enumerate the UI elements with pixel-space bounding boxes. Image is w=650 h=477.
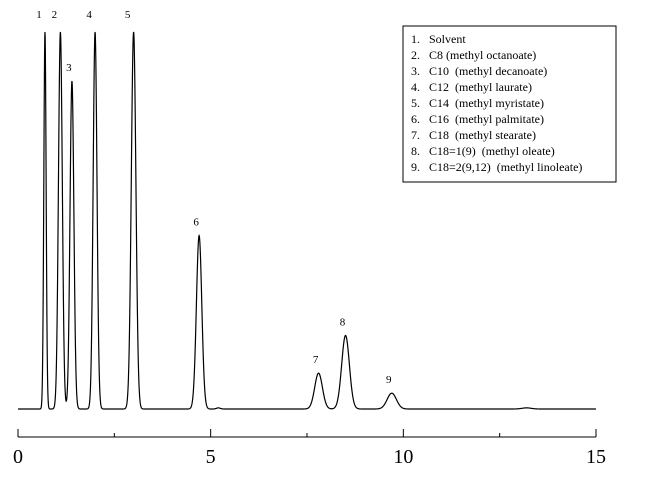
chromatogram-trace — [18, 31, 596, 410]
peak-label-1: 1 — [36, 9, 42, 21]
x-tick-label: 15 — [586, 446, 606, 468]
peak-label-5: 5 — [125, 9, 131, 21]
legend-item: 1. Solvent — [411, 32, 466, 46]
legend-item: 7. C18 (methyl stearate) — [411, 128, 536, 142]
legend: 1. Solvent 2. C8 (methyl octanoate) 3. C10… — [402, 25, 617, 183]
legend-item: 6. C16 (methyl palmitate) — [411, 112, 544, 126]
legend-box — [402, 25, 617, 183]
x-tick-label: 5 — [206, 446, 216, 468]
legend-item: 2. C8 (methyl octanoate) — [411, 48, 536, 62]
x-tick-label: 0 — [13, 446, 23, 468]
peak-labels: 1 2 3 4 5 6 7 8 9 — [36, 9, 392, 386]
legend-item: 8. C18=1(9) (methyl oleate) — [411, 144, 555, 158]
legend-item: 5. C14 (methyl myristate) — [411, 96, 544, 110]
peak-label-4: 4 — [86, 9, 92, 21]
legend-item: 9. C18=2(9,12) (methyl linoleate) — [411, 160, 582, 174]
x-axis: 0 5 10 15 — [13, 429, 606, 468]
peak-label-8: 8 — [340, 317, 346, 329]
peak-label-7: 7 — [313, 354, 319, 366]
peak-label-6: 6 — [193, 217, 199, 229]
legend-item: 4. C12 (methyl laurate) — [411, 80, 532, 94]
peak-label-3: 3 — [66, 62, 72, 74]
x-tick-label: 10 — [393, 446, 413, 468]
legend-item: 3. C10 (methyl decanoate) — [411, 64, 547, 78]
peak-label-2: 2 — [52, 9, 58, 21]
peak-label-9: 9 — [386, 374, 392, 386]
